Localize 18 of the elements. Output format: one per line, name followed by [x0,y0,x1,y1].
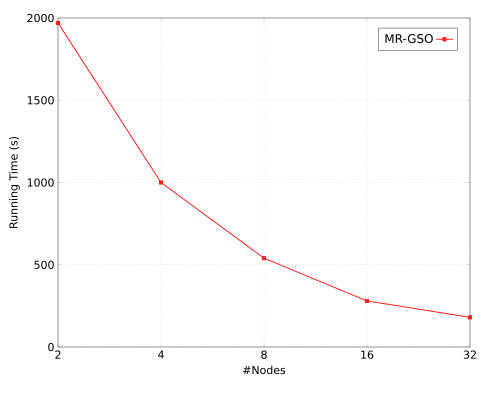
y-axis-title: Running Time (s) [9,136,20,228]
x-tick-label: 4 [158,350,164,359]
y-tick-label: 2000 [27,14,54,22]
point [56,20,60,26]
x-axis-title: #Nodes [243,366,286,374]
y-tick-label: 500 [34,260,54,269]
y-tick-label: 0 [48,342,54,352]
y-tick-label: 1500 [28,96,54,104]
point [158,180,164,185]
legend-label: MR-GSO [385,34,433,44]
y-tick-label: 1000 [28,178,54,187]
x-tick-label: 32 [464,350,476,359]
point [262,256,266,260]
x-tick-label: 16 [361,350,374,359]
x-tick-label: 8 [261,350,267,359]
x-tick-label: 2 [55,350,60,359]
point [364,298,370,304]
point [468,315,472,320]
